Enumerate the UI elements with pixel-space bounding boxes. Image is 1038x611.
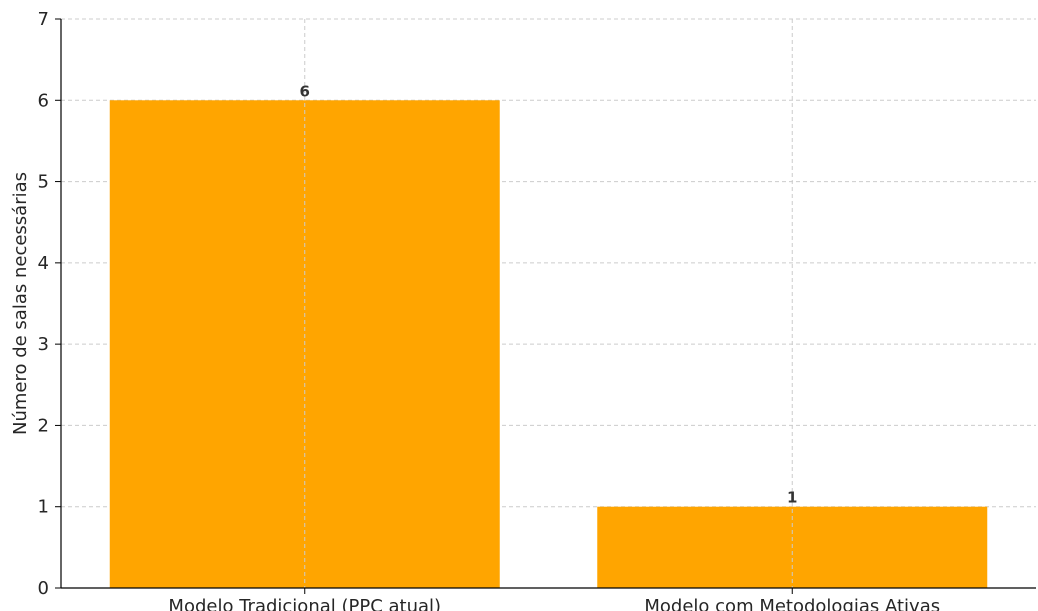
- bar-value-label: 6: [300, 82, 310, 100]
- y-tick-label: 4: [38, 253, 49, 274]
- y-tick-label: 3: [38, 334, 49, 355]
- y-tick-label: 2: [38, 415, 49, 436]
- ticks-layer: 0 1 2 3 4 5 6 7 Modelo Tradicional (PPC atual) Mo…: [38, 9, 941, 611]
- y-tick-label: 0: [38, 578, 49, 599]
- x-tick-label: Modelo Tradicional (PPC atual): [168, 596, 441, 611]
- y-tick-label: 5: [38, 172, 49, 193]
- labels-layer: 61: [300, 82, 798, 506]
- y-tick-label: 1: [38, 497, 49, 518]
- y-tick-label: 7: [38, 9, 49, 30]
- bar-value-label: 1: [787, 489, 797, 507]
- axes-layer: [60, 19, 1036, 589]
- y-tick-label: 6: [38, 90, 49, 111]
- x-tick-label: Modelo com Metodologias Ativas: [644, 596, 940, 611]
- y-axis-title: Número de salas necessárias: [10, 172, 31, 435]
